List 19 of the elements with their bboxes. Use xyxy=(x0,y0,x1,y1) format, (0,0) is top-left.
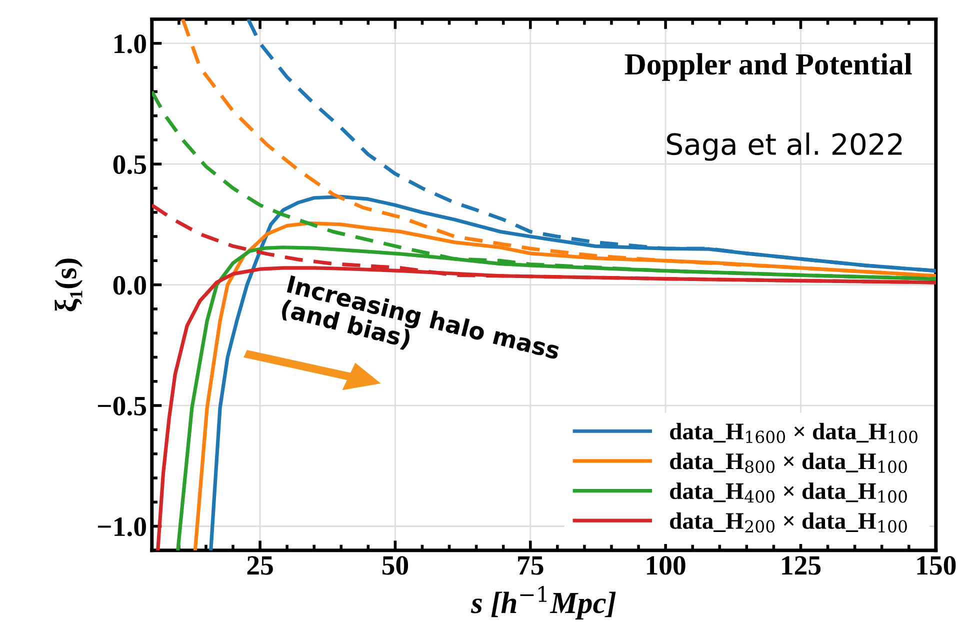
x-tick-label: 50 xyxy=(382,556,408,575)
x-axis-title: s [h$^{−1}$Mpc] xyxy=(470,586,616,620)
x-tick-label: 100 xyxy=(646,556,686,575)
legend-label: data_H$_{400}$ × data_H$_{100}$ xyxy=(670,482,907,503)
legend-label: data_H$_{800}$ × data_H$_{100}$ xyxy=(670,452,907,473)
text: Doppler and Potential xyxy=(624,53,912,81)
y-tick-label: −1.0 xyxy=(98,517,146,536)
x-tick-label: 150 xyxy=(917,556,956,575)
legend-label: data_H$_{1600}$ × data_H$_{100}$ xyxy=(670,422,918,444)
y-axis-title: ξ₁(s) xyxy=(54,258,83,312)
annotation: Saga et al. 2022 xyxy=(667,132,902,161)
x-tick-label: 25 xyxy=(247,556,273,575)
y-tick-label: 0.5 xyxy=(113,155,146,174)
legend-label: data_H$_{200}$ × data_H$_{100}$ xyxy=(670,512,907,533)
x-tick-label: 75 xyxy=(518,556,544,575)
x-tick-label: 125 xyxy=(782,556,821,575)
y-tick-label: 1.0 xyxy=(114,34,146,54)
y-tick-label: −0.5 xyxy=(98,396,146,416)
y-tick-label: 0.0 xyxy=(113,276,146,295)
